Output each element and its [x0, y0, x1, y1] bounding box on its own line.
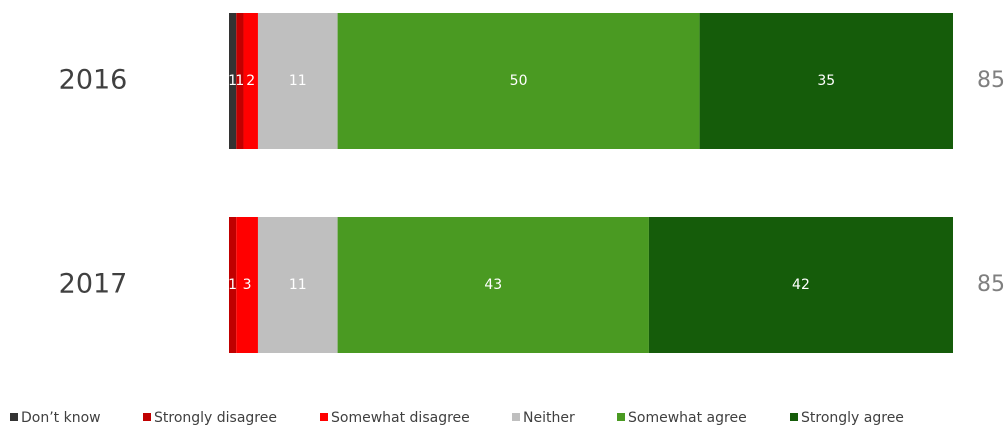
segment-label: 3: [243, 277, 252, 293]
legend-label: Strongly disagree: [154, 410, 277, 425]
bar-segment: [699, 13, 953, 149]
segment-label: 11: [289, 277, 307, 293]
legend-swatch: [143, 413, 151, 421]
segment-label: 2: [246, 73, 255, 89]
bar-segment: [243, 13, 258, 149]
category-label: 2016: [59, 65, 128, 96]
segment-label: 42: [792, 277, 810, 293]
segment-label: 50: [510, 73, 528, 89]
bar-segment: [236, 217, 258, 353]
bar-segment: [257, 13, 338, 149]
segment-label: 11: [289, 73, 307, 89]
segment-label: 35: [817, 73, 835, 89]
legend-label: Somewhat agree: [628, 410, 747, 425]
category-label: 2017: [59, 269, 128, 300]
legend-swatch: [320, 413, 328, 421]
bar-segment: [337, 13, 700, 149]
segment-label: 43: [484, 277, 502, 293]
bar-segment: [337, 217, 649, 353]
segment-label: 1: [228, 277, 237, 293]
legend-swatch: [10, 413, 18, 421]
total-label: 85: [977, 272, 1005, 297]
segment-label: 1: [228, 73, 237, 89]
bar-segment: [648, 217, 953, 353]
legend-label: Somewhat disagree: [331, 410, 470, 425]
bar-segment: [229, 13, 237, 149]
segment-label: 1: [235, 73, 244, 89]
legend-label: Neither: [523, 410, 575, 425]
legend-swatch: [617, 413, 625, 421]
bar-segment: [236, 13, 244, 149]
legend-label: Strongly agree: [801, 410, 904, 425]
total-label: 85: [977, 68, 1005, 93]
legend-swatch: [790, 413, 798, 421]
bar-segment: [229, 217, 237, 353]
legend-label: Don’t know: [21, 410, 101, 425]
bar-segment: [257, 217, 338, 353]
legend-swatch: [512, 413, 520, 421]
